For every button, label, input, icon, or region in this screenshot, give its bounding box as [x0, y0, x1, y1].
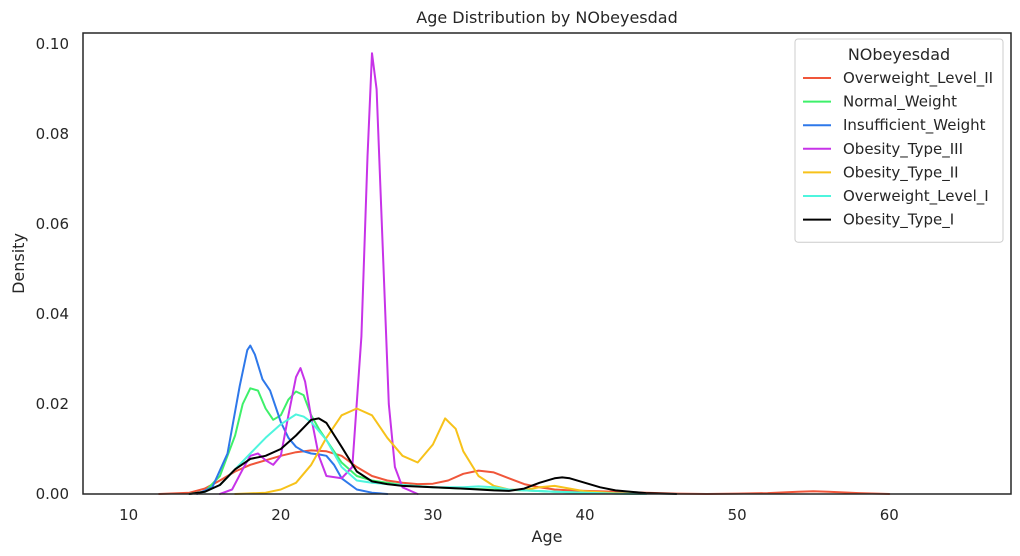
legend-box [794, 38, 1004, 243]
x-tick-label: 10 [119, 506, 138, 524]
legend-label: Overweight_Level_I [843, 187, 989, 206]
series-line-4 [218, 52, 419, 495]
y-tick-label: 0.00 [36, 485, 69, 503]
y-axis-label: Density [9, 233, 28, 294]
y-tick-label: 0.04 [36, 305, 69, 323]
series-line-7 [188, 417, 678, 495]
x-tick-label: 60 [880, 506, 899, 524]
x-tick-label: 40 [575, 506, 594, 524]
x-tick-label: 50 [728, 506, 747, 524]
y-tick-label: 0.06 [36, 215, 69, 233]
x-axis-label: Age [532, 527, 563, 546]
x-tick-label: 20 [271, 506, 290, 524]
legend: NObeyesdad Overweight_Level_II Normal_Wei… [794, 38, 1004, 243]
legend-label: Insufficient_Weight [843, 116, 986, 135]
legend-label: Obesity_Type_I [843, 211, 954, 230]
legend-label: Obesity_Type_III [843, 140, 963, 159]
x-axis-ticks: 10 20 30 40 50 60 [119, 506, 899, 524]
legend-label: Normal_Weight [843, 93, 957, 112]
y-tick-label: 0.08 [36, 125, 69, 143]
legend-label: Obesity_Type_II [843, 163, 959, 182]
y-tick-label: 0.02 [36, 395, 69, 413]
y-tick-label: 0.10 [36, 35, 69, 53]
x-tick-label: 30 [423, 506, 442, 524]
legend-title: NObeyesdad [848, 45, 950, 64]
legend-label: Overweight_Level_II [843, 69, 993, 88]
chart-title: Age Distribution by NObeyesdad [416, 8, 678, 27]
series-line-5 [234, 407, 647, 495]
plot-area [82, 32, 1012, 495]
plot-frame [82, 32, 1012, 495]
series-line-3 [196, 344, 389, 495]
y-axis-ticks: 0.00 0.02 0.04 0.06 0.08 0.10 [36, 35, 69, 503]
series-line-6 [188, 413, 647, 495]
